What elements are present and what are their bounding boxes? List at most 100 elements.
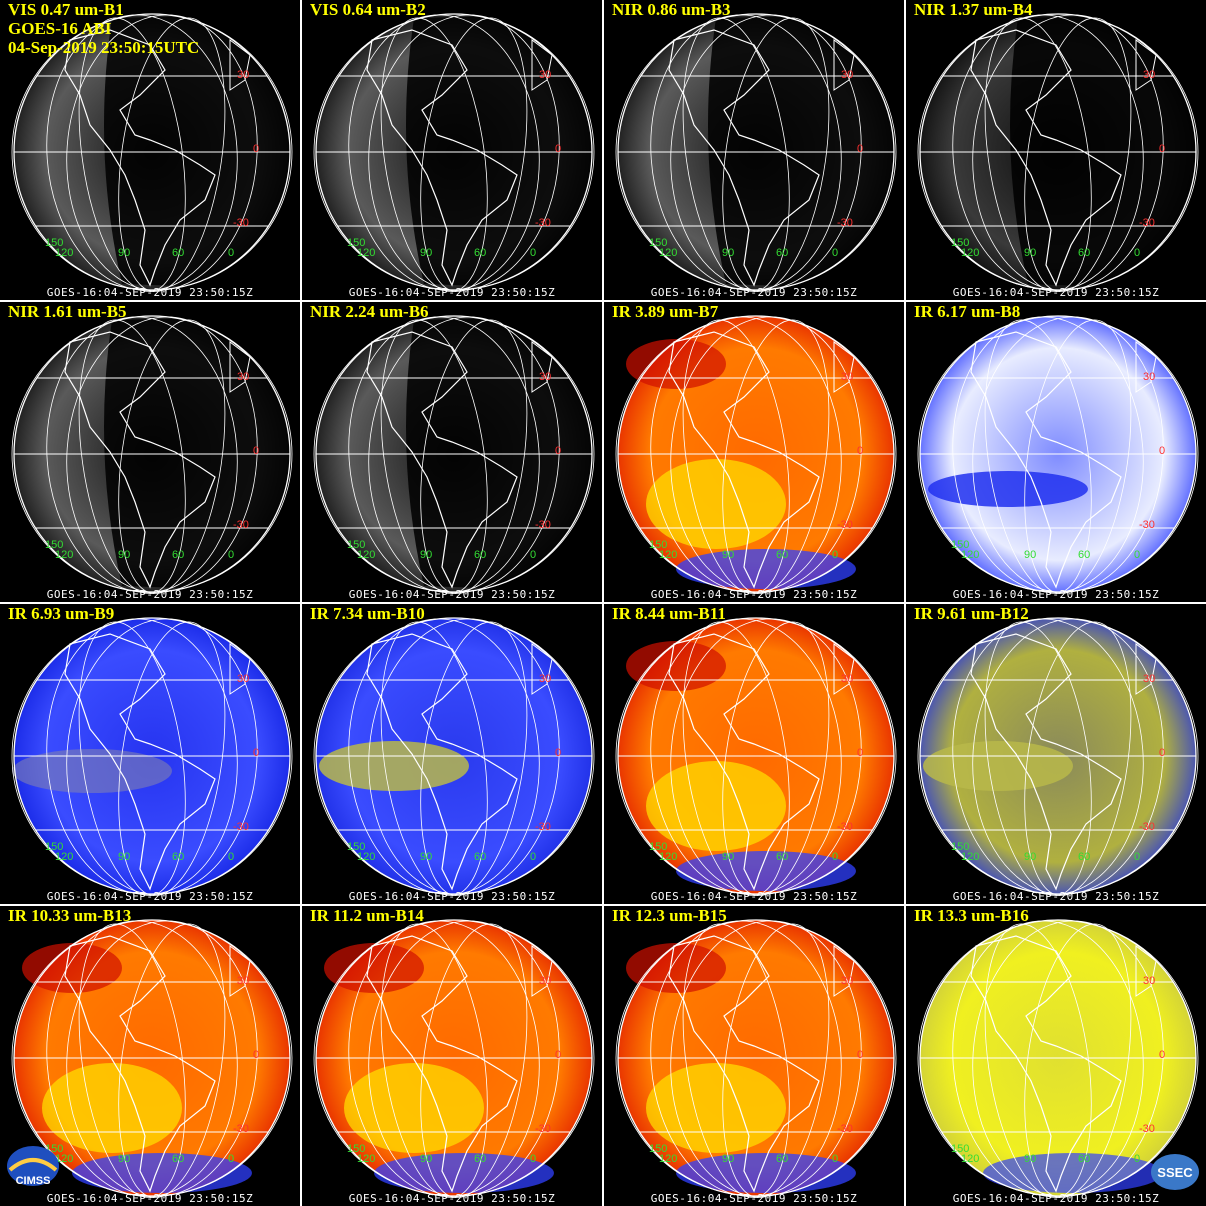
longitude-label: 60 (776, 247, 788, 259)
latitude-label: 30 (237, 371, 249, 383)
longitude-label: 90 (118, 549, 130, 561)
latitude-label: 30 (1143, 69, 1155, 81)
latitude-label: 0 (253, 445, 259, 457)
longitude-label: 150 (347, 237, 365, 249)
coastline (833, 341, 855, 393)
disk-rim (919, 13, 1197, 291)
timestamp: GOES-16:04-SEP-2019 23:50:15Z (650, 286, 858, 299)
latitude-label: 30 (841, 673, 853, 685)
longitude-label: 150 (347, 841, 365, 853)
band-panel: 30 0 -30 150 120 90 60 0 NIR 0.86 um-B3 GOES-16:0… (604, 0, 904, 300)
svg-text:SSEC: SSEC (1157, 1165, 1193, 1180)
longitude-label: 0 (530, 1153, 536, 1165)
latitude-label: 0 (1159, 747, 1165, 759)
longitude-line (722, 319, 830, 595)
timestamp: GOES-16:04-SEP-2019 23:50:15Z (348, 286, 556, 299)
coastline (366, 935, 518, 1193)
longitude-label: 90 (118, 247, 130, 259)
latitude-label: -30 (233, 1123, 249, 1135)
disk-rim (13, 919, 291, 1197)
latitude-label: 0 (857, 143, 863, 155)
latitude-label: 30 (841, 975, 853, 987)
coastline (229, 39, 251, 91)
coastline (64, 633, 216, 891)
latitude-label: 0 (1159, 143, 1165, 155)
longitude-label: 60 (172, 851, 184, 863)
disk-rim (315, 315, 593, 593)
longitude-label: 120 (55, 549, 73, 561)
longitude-label: 60 (172, 1153, 184, 1165)
longitude-label: 120 (357, 851, 375, 863)
longitude-label: 150 (649, 1143, 667, 1155)
latitude-label: 0 (555, 143, 561, 155)
longitude-label: 0 (832, 851, 838, 863)
longitude-label: 120 (357, 247, 375, 259)
band-panel: 30 0 -30 150 120 90 60 0 IR 13.3 um-B16 GOES-16:0… (906, 906, 1206, 1206)
longitude-label: 60 (474, 851, 486, 863)
longitude-label: 0 (1134, 247, 1140, 259)
longitude-label: 0 (832, 1153, 838, 1165)
longitude-label: 150 (951, 539, 969, 551)
band-title: IR 8.44 um-B11 (612, 604, 726, 623)
longitude-label: 150 (45, 539, 63, 551)
latitude-label: 0 (253, 1049, 259, 1061)
disk-rim (617, 13, 895, 291)
band-panel: 30 0 -30 150 120 90 60 0 IR 6.93 um-B9 GOES-16:04… (0, 604, 300, 904)
scan-datetime: 04-Sep-2019 23:50:15UTC (8, 38, 200, 57)
longitude-label: 0 (530, 549, 536, 561)
longitude-label: 90 (722, 1153, 734, 1165)
band-panel: 30 0 -30 150 120 90 60 0 IR 9.61 um-B12 GOES-16:0… (906, 604, 1206, 904)
longitude-label: 150 (45, 237, 63, 249)
latitude-label: 30 (1143, 975, 1155, 987)
longitude-line (420, 319, 528, 595)
band-title: NIR 1.37 um-B4 (914, 0, 1033, 19)
coastline (366, 29, 518, 287)
latitude-label: 30 (539, 371, 551, 383)
longitude-line (118, 319, 226, 595)
longitude-line (420, 621, 528, 897)
coastline (1135, 341, 1157, 393)
longitude-label: 0 (1134, 549, 1140, 561)
longitude-label: 150 (649, 237, 667, 249)
timestamp: GOES-16:04-SEP-2019 23:50:15Z (952, 1192, 1160, 1205)
latitude-label: -30 (535, 821, 551, 833)
band-title: IR 7.34 um-B10 (310, 604, 425, 623)
band-panel: 30 0 -30 150 120 90 60 0 VIS 0.47 um-B1 GOES-16 A… (0, 0, 300, 300)
timestamp: GOES-16:04-SEP-2019 23:50:15Z (348, 890, 556, 903)
longitude-label: 90 (420, 851, 432, 863)
band-panel: 30 0 -30 150 120 90 60 0 IR 8.44 um-B11 GOES-16:0… (604, 604, 904, 904)
longitude-label: 0 (832, 247, 838, 259)
latitude-label: 30 (539, 975, 551, 987)
band-panel: 30 0 -30 150 120 90 60 0 IR 3.89 um-B7 GOES-16:04… (604, 302, 904, 602)
disk-rim (315, 13, 593, 291)
band-title: NIR 0.86 um-B3 (612, 0, 731, 19)
coastline (970, 935, 1122, 1193)
longitude-label: 90 (420, 247, 432, 259)
latitude-label: -30 (837, 821, 853, 833)
latitude-label: 0 (857, 1049, 863, 1061)
coastline (64, 331, 216, 589)
longitude-label: 150 (45, 841, 63, 853)
longitude-label: 150 (649, 841, 667, 853)
coastline (668, 29, 820, 287)
latitude-label: 30 (841, 371, 853, 383)
coastline (668, 935, 820, 1193)
longitude-label: 120 (659, 1153, 677, 1165)
longitude-label: 60 (172, 247, 184, 259)
latitude-label: -30 (1139, 217, 1155, 229)
longitude-label: 150 (951, 1143, 969, 1155)
timestamp: GOES-16:04-SEP-2019 23:50:15Z (46, 588, 254, 601)
longitude-label: 60 (1078, 1153, 1090, 1165)
longitude-label: 90 (1024, 851, 1036, 863)
svg-text:CIMSS: CIMSS (16, 1175, 51, 1187)
timestamp: GOES-16:04-SEP-2019 23:50:15Z (46, 1192, 254, 1205)
latitude-label: -30 (1139, 1123, 1155, 1135)
timestamp: GOES-16:04-SEP-2019 23:50:15Z (952, 286, 1160, 299)
longitude-label: 0 (1134, 1153, 1140, 1165)
longitude-label: 120 (55, 247, 73, 259)
